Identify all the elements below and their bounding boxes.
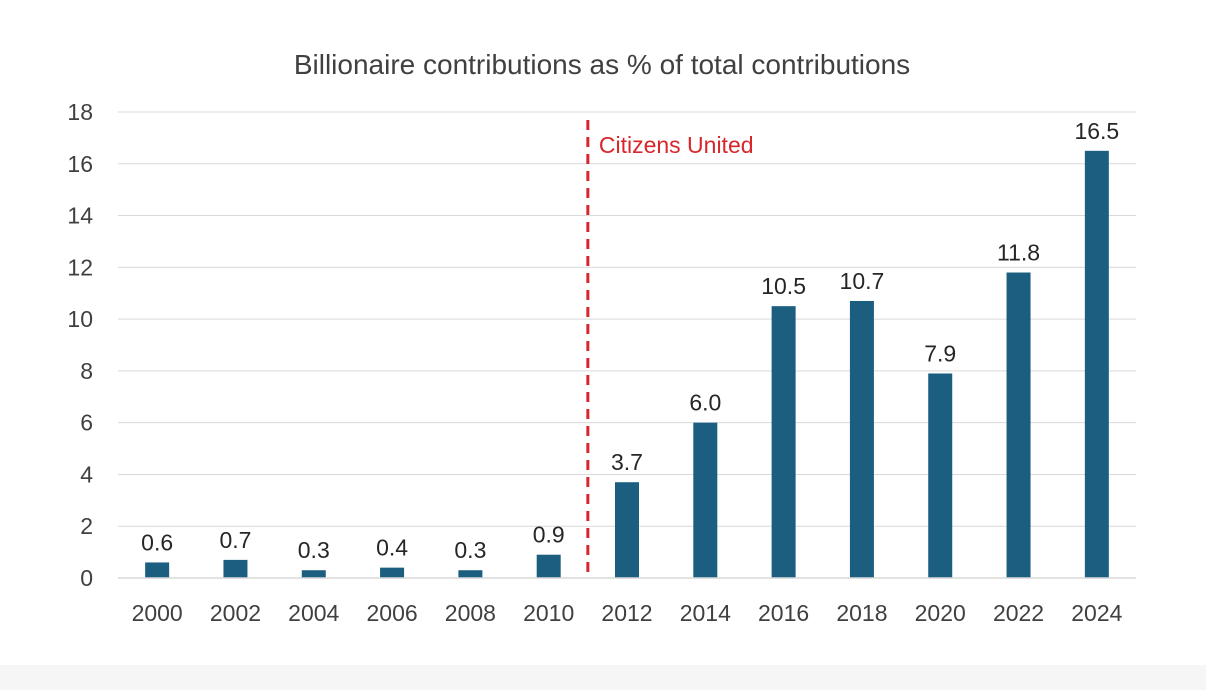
data-label-2020: 7.9 — [924, 340, 956, 366]
grid-lines — [118, 111, 1136, 527]
data-label-2022: 11.8 — [997, 240, 1040, 266]
x-tick-2018: 2018 — [836, 600, 887, 626]
data-label-2010: 0.9 — [533, 522, 565, 548]
y-tick-14: 14 — [67, 203, 93, 229]
y-tick-18: 18 — [67, 99, 93, 125]
bar-2020 — [928, 373, 953, 578]
data-label-2002: 0.7 — [219, 527, 251, 553]
bars — [145, 150, 1109, 579]
bar-2000 — [145, 562, 170, 578]
bar-2008 — [458, 570, 483, 578]
y-tick-12: 12 — [67, 254, 93, 280]
bar-2010 — [536, 554, 561, 578]
bar-2016 — [771, 306, 796, 578]
data-label-2008: 0.3 — [454, 537, 486, 563]
x-tick-2016: 2016 — [758, 600, 809, 626]
bar-2014 — [693, 422, 718, 578]
y-tick-6: 6 — [80, 410, 93, 436]
y-tick-0: 0 — [80, 565, 93, 591]
x-tick-2024: 2024 — [1071, 600, 1122, 626]
y-tick-8: 8 — [80, 358, 93, 384]
x-tick-2004: 2004 — [288, 600, 339, 626]
x-tick-2022: 2022 — [993, 600, 1044, 626]
x-tick-2000: 2000 — [132, 600, 183, 626]
bottom-band — [0, 665, 1206, 690]
x-tick-2002: 2002 — [210, 600, 261, 626]
data-label-2004: 0.3 — [298, 537, 330, 563]
bar-2002 — [223, 559, 248, 578]
bar-2022 — [1006, 272, 1031, 578]
chart-title: Billionaire contributions as % of total … — [294, 49, 910, 80]
x-tick-2012: 2012 — [601, 600, 652, 626]
x-tick-2008: 2008 — [445, 600, 496, 626]
x-tick-2010: 2010 — [523, 600, 574, 626]
data-label-2012: 3.7 — [611, 449, 643, 475]
citizens-united-label: Citizens United — [599, 132, 754, 158]
x-tick-2020: 2020 — [915, 600, 966, 626]
data-label-2016: 10.5 — [761, 273, 806, 299]
data-labels: 0.6 0.7 0.3 0.4 0.3 0.9 3.7 6.0 10.5 10.7 7.9 11.8 1… — [141, 118, 1119, 563]
bar-2018 — [849, 300, 874, 578]
data-label-2024: 16.5 — [1074, 118, 1119, 144]
bar-2004 — [301, 570, 326, 578]
bar-2006 — [380, 567, 405, 578]
y-tick-16: 16 — [67, 151, 93, 177]
y-axis-ticks: 0 2 4 6 8 10 12 14 16 18 — [67, 99, 93, 591]
data-label-2018: 10.7 — [840, 268, 885, 294]
bar-2024 — [1084, 150, 1109, 579]
bar-2012 — [615, 482, 639, 578]
x-axis-ticks: 2000 2002 2004 2006 2008 2010 2012 2014 2016 2018… — [132, 600, 1123, 626]
x-tick-2006: 2006 — [366, 600, 417, 626]
citizens-united-annotation: Citizens United — [586, 120, 754, 578]
y-tick-4: 4 — [80, 461, 93, 487]
x-tick-2014: 2014 — [680, 600, 731, 626]
data-label-2000: 0.6 — [141, 529, 173, 555]
data-label-2006: 0.4 — [376, 535, 408, 561]
y-tick-2: 2 — [80, 513, 93, 539]
data-label-2014: 6.0 — [689, 390, 721, 416]
y-tick-10: 10 — [67, 306, 93, 332]
